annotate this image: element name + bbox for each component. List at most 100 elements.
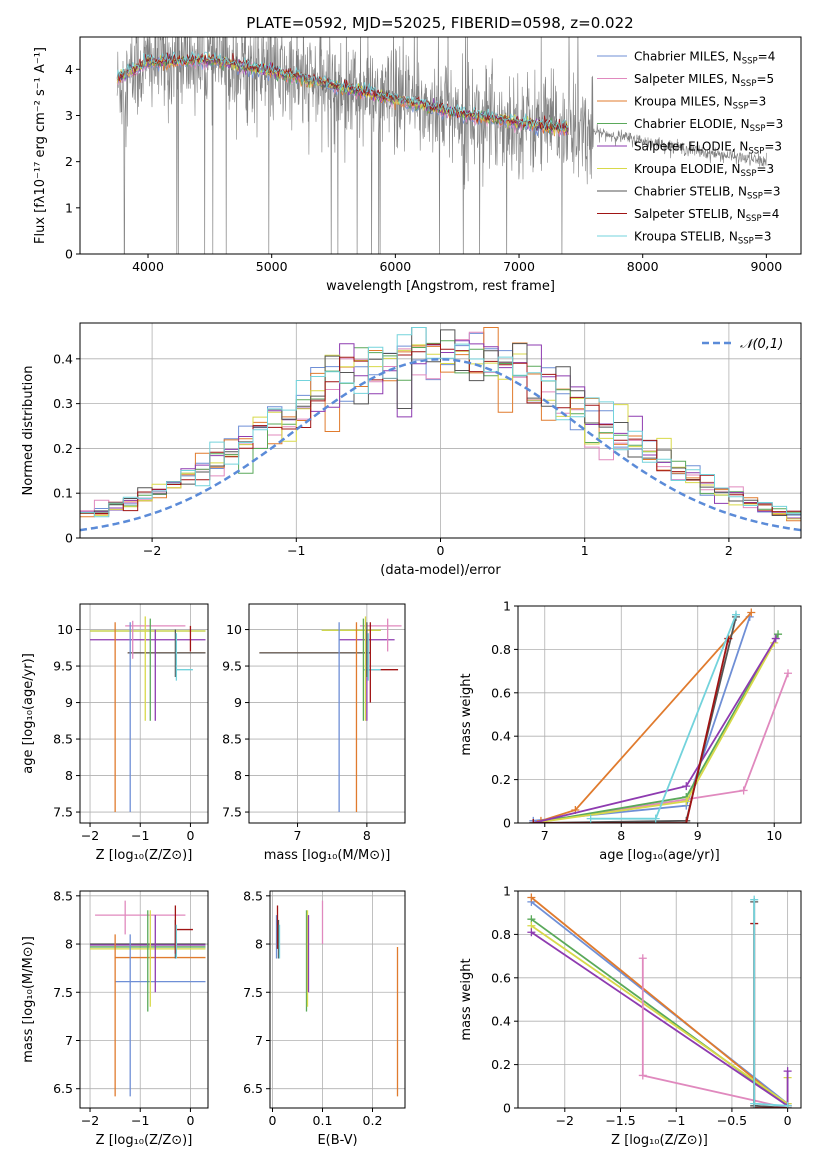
mass_vs_ebv-xlabel: E(B-V): [317, 1133, 357, 1148]
weight-marker: [774, 630, 783, 639]
weight_vs_Z-xtick-label: −0.5: [717, 1113, 747, 1128]
legend-entry-count: =3: [749, 95, 767, 109]
mass_vs_Z-xtick-label: −2: [81, 1113, 99, 1128]
legend-entry-sub: SSP: [741, 169, 757, 179]
weight_vs_age-ytick-label: 0.8: [491, 642, 511, 657]
legend-entry-name: Kroupa ELODIE, N: [634, 162, 741, 176]
weight-marker: [682, 797, 691, 806]
mass_vs_Z-grid: [80, 891, 208, 1108]
age_vs_Z-ytick-label: 8: [65, 768, 73, 783]
legend-entry-name: Salpeter STELIB, N: [634, 207, 746, 221]
weight_vs_Z-ylabel: mass weight: [459, 958, 474, 1040]
spectrum-model-line: [116, 51, 569, 131]
weight_vs_age-ytick-label: 0.4: [491, 729, 511, 744]
age_vs_mass-frame: [248, 603, 406, 824]
spectrum-xtick-label: 4000: [132, 259, 164, 274]
legend-entry-sub: SSP: [742, 57, 758, 67]
age_vs_mass-ytick-label: 10: [226, 622, 242, 637]
mass_vs_ebv-plot-area: [270, 891, 405, 1108]
spectrum-ylabel: Flux [fλ10⁻¹⁷ erg cm⁻² s⁻¹ A⁻¹]: [33, 47, 48, 244]
legend-entry: Salpeter MILES, NSSP=5: [634, 72, 774, 89]
weight-marker: [750, 1099, 759, 1108]
age_vs_mass-ytick-label: 8: [234, 768, 242, 783]
legend-entry-sub: SSP: [748, 147, 764, 157]
weight-marker: [638, 1071, 647, 1080]
weight-marker: [783, 1101, 792, 1108]
age_vs_Z-plot-area: [80, 604, 208, 823]
legend-entry-sub: SSP: [746, 214, 762, 224]
mass_vs_ebv-ytick-label: 7.5: [243, 985, 263, 1000]
residuals-ytick-label: 0.1: [53, 486, 73, 501]
weight-marker: [783, 669, 792, 678]
spectrum-xtick-label: 7000: [503, 259, 535, 274]
legend-entry-count: =4: [762, 207, 780, 221]
weight-marker: [651, 814, 660, 823]
age_vs_mass-ytick-label: 9: [234, 695, 242, 710]
weight-marker: [529, 819, 538, 823]
spectrum-frame: [79, 36, 802, 255]
chart-mass_vs_ebv: 0 0.1 0.2 6.5 7 7.5 8 8.5 E(B-V): [243, 888, 406, 1148]
chart-residuals: −2 −1 0 1 2 0 0.1 0.2 0.3 0.4 (data-model)/error No…: [21, 322, 802, 578]
spectrum-marks: [116, 37, 767, 254]
weight-marker: [731, 610, 740, 619]
spectrum-xtick-label: 6000: [379, 259, 411, 274]
weight_vs_Z-plot-area: [518, 891, 801, 1108]
age_vs_Z-xlabel: Z [log₁₀(Z/Z⊙)]: [96, 848, 193, 863]
weight-marker: [783, 1067, 792, 1076]
age_vs_Z-xtick-label: 0: [186, 828, 194, 843]
weight_vs_Z-ytick-label: 0: [503, 1101, 511, 1116]
residuals-ytick-label: 0.4: [53, 351, 73, 366]
legend-entry-name: Kroupa MILES, N: [634, 95, 733, 109]
normal-legend-label: 𝒩(0,1): [740, 337, 783, 352]
age_vs_Z-xtick-label: −1: [131, 828, 149, 843]
weight-marker: [750, 895, 759, 904]
spectrum-model-line: [116, 57, 569, 137]
weight_vs_Z-xtick-label: 0: [784, 1113, 792, 1128]
age_vs_Z-ytick-label: 9: [65, 695, 73, 710]
weight_vs_age-xtick-label: 8: [617, 828, 625, 843]
figure-title: PLATE=0592, MJD=52025, FIBERID=0598, z=0…: [246, 14, 633, 32]
legend-entry: Salpeter ELODIE, NSSP=3: [634, 140, 782, 157]
legend-entry-count: =3: [763, 185, 781, 199]
legend-entry-count: =3: [754, 230, 772, 244]
residuals-ylabel: Normed distribution: [21, 366, 36, 496]
residuals-marks: [80, 327, 801, 532]
residuals-ytick-label: 0: [65, 531, 73, 546]
legend-entry: Chabrier ELODIE, NSSP=3: [634, 117, 783, 134]
legend-entry: Kroupa MILES, NSSP=3: [634, 95, 766, 112]
age_vs_mass-xlabel: mass [log₁₀(M/M⊙)]: [264, 848, 391, 863]
chart-age_vs_Z: −2 −1 0 7.5 8 8.5 9 9.5 10 Z [log₁₀(Z/Z⊙)] age [lo…: [21, 603, 209, 863]
residuals-xlabel: (data-model)/error: [380, 563, 501, 578]
legend-entry-name: Kroupa STELIB, N: [634, 230, 738, 244]
age_vs_Z-ytick-label: 8.5: [53, 732, 73, 747]
mass_vs_ebv-ytick-label: 8.5: [243, 888, 263, 903]
residuals-xtick-label: 2: [725, 543, 733, 558]
legend-entry: Kroupa STELIB, NSSP=3: [634, 230, 772, 247]
mass_vs_Z-plot-area: [80, 891, 208, 1108]
weight_vs_Z-frame: [517, 890, 802, 1109]
legend-entry: Chabrier STELIB, NSSP=3: [634, 185, 781, 202]
mass_vs_Z-xtick-label: −1: [131, 1113, 149, 1128]
legend-entry-sub: SSP: [750, 124, 766, 134]
weight_vs_Z-ytick-label: 0.6: [491, 970, 511, 985]
mass_vs_Z-ytick-label: 7: [65, 1033, 73, 1048]
spectrum-xtick-label: 8000: [627, 259, 659, 274]
chart-spectrum: 4000 5000 6000 7000 8000 9000 0 1 2 3 4 wavelength …: [33, 36, 802, 294]
weight_vs_Z-ytick-label: 1: [503, 884, 511, 899]
chart-mass_vs_Z: −2 −1 0 6.5 7 7.5 8 8.5 Z [log₁₀(Z/Z⊙)] mass [log…: [21, 888, 209, 1148]
spectrum-ytick-label: 0: [65, 247, 73, 262]
mass_vs_Z-ytick-label: 8.5: [53, 888, 73, 903]
weight_vs_Z-xtick-label: −1.5: [605, 1113, 635, 1128]
weight_vs_age-ylabel: mass weight: [459, 673, 474, 755]
weight_vs_age-ytick-label: 0: [503, 816, 511, 831]
residuals-ytick-label: 0.2: [53, 441, 73, 456]
mass_vs_ebv-ytick-label: 6.5: [243, 1081, 263, 1096]
normal-curve: [80, 358, 801, 532]
spectrum-xtick-label: 5000: [256, 259, 288, 274]
legend-entry-name: Salpeter ELODIE, N: [634, 140, 748, 154]
weight_vs_Z-ytick-label: 0.2: [491, 1057, 511, 1072]
weight_vs_age-ytick-label: 1: [503, 599, 511, 614]
weight_vs_Z-marks: [527, 893, 792, 1108]
